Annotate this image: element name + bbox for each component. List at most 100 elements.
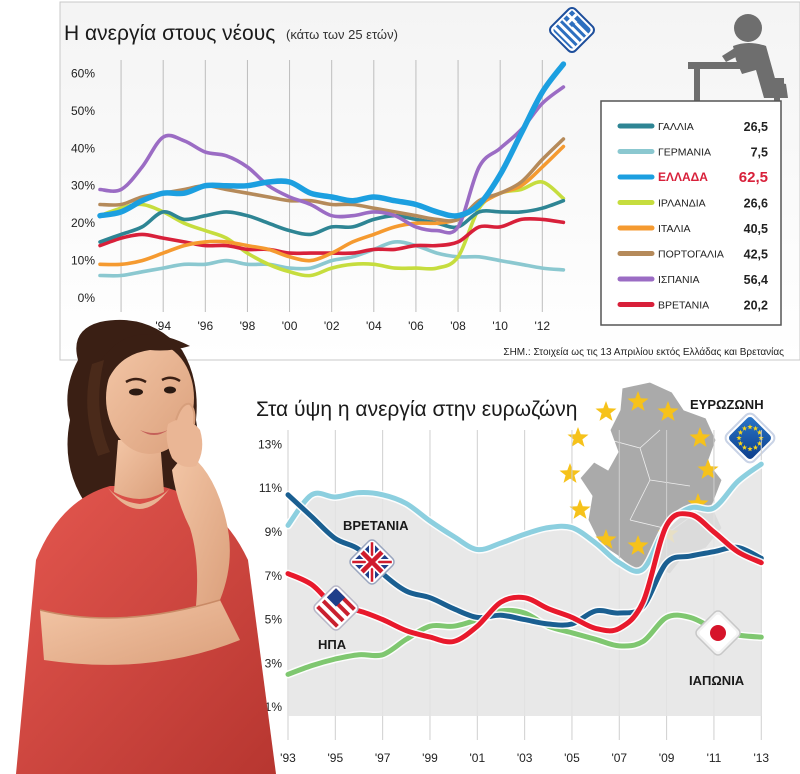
legend-label: ΠΟΡΤΟΓΑΛΙΑ <box>658 249 724 261</box>
footnote: ΣΗΜ.: Στοιχεία ως τις 13 Απριλίου εκτός … <box>503 346 784 358</box>
japan-flag-icon <box>695 610 741 656</box>
top-y-tick-label: 60% <box>71 66 95 80</box>
chart-subtitle: (κάτω των 25 ετών) <box>286 27 398 42</box>
legend-box <box>600 100 782 326</box>
bottom-series-line <box>285 607 764 677</box>
eu-flag-star-icon <box>741 425 748 431</box>
eu-star-icon <box>627 391 649 411</box>
legend-label: ΓΑΛΛΙΑ <box>658 121 694 133</box>
eu-star-icon <box>627 535 649 555</box>
bottom-x-tick-label: '93 <box>280 751 296 765</box>
legend-label: ΓΕΡΜΑΝΙΑ <box>658 147 711 159</box>
top-y-tick-label: 20% <box>71 216 95 230</box>
top-series-line <box>98 85 566 235</box>
eu-flag-star-icon <box>737 440 744 446</box>
bottom-y-tick-label: 11% <box>259 481 282 495</box>
top-y-axis: 0% 10% 20% 30% 40% 50% 60% <box>71 66 95 305</box>
bottom-y-tick-label: 1% <box>265 700 283 714</box>
legend-value: 62,5 <box>739 169 768 186</box>
legend-value: 20,2 <box>744 299 768 313</box>
top-x-tick-label: '10 <box>492 319 508 333</box>
legend-value: 7,5 <box>751 146 768 160</box>
bottom-x-tick-label: '13 <box>753 751 769 765</box>
eu-star-icon <box>569 499 591 519</box>
bottom-y-tick-label: 13% <box>258 437 282 451</box>
eu-star-icon <box>559 463 581 483</box>
top-x-tick-label: '94 <box>155 319 171 333</box>
eu-star-icon <box>697 459 719 479</box>
top-x-tick-label: '12 <box>534 319 550 333</box>
eu-flag-star-icon <box>752 444 759 450</box>
legend-value: 26,5 <box>744 120 768 134</box>
top-series-line <box>98 198 566 244</box>
eu-star-icon <box>657 401 679 421</box>
bottom-x-tick-label: '03 <box>517 751 533 765</box>
bottom-x-tick-label: '95 <box>328 751 344 765</box>
legend-value: 42,5 <box>744 248 768 262</box>
top-y-tick-label: 30% <box>71 179 95 193</box>
bottom-y-tick-label: 5% <box>265 613 283 627</box>
legend-label: ΙΡΛΑΝΔΙΑ <box>658 198 706 210</box>
bottom-y-tick-label: 3% <box>265 656 283 670</box>
eu-star-icon <box>687 493 709 513</box>
bottom-series-line <box>285 511 764 645</box>
eu-star-icon <box>595 401 617 421</box>
uk-flag-icon <box>349 539 395 585</box>
eu-star-icon <box>689 427 711 447</box>
top-x-tick-label: '96 <box>197 319 213 333</box>
bottom-x-tick-label: '97 <box>375 751 391 765</box>
bottom-x-tick-label: '09 <box>659 751 675 765</box>
top-x-tick-label: '98 <box>240 319 256 333</box>
top-grid <box>120 60 543 312</box>
bottom-x-axis: '93 '95 '97 '99 '01 '03 '05 '07 '09 '11 '13 <box>280 751 769 765</box>
eu-star-icon <box>595 529 617 549</box>
legend-label: ΙΣΠΑΝΙΑ <box>658 274 700 286</box>
eu-flag-star-icon <box>756 429 763 435</box>
eu-flag-star-icon <box>741 444 748 450</box>
eu-flag-star-icon <box>747 446 753 452</box>
top-y-tick-label: 0% <box>78 291 96 305</box>
eurozone-area-fill <box>288 464 762 716</box>
top-x-tick-label: '00 <box>282 319 298 333</box>
label-usa: ΗΠΑ <box>318 637 347 652</box>
chart-title: Η ανεργία στους νέους <box>64 22 275 45</box>
top-y-tick-label: 50% <box>71 104 95 118</box>
label-britain: ΒΡΕΤΑΝΙΑ <box>343 518 409 533</box>
thinking-woman-illustration <box>16 319 276 774</box>
label-japan: ΙΑΠΩΝΙΑ <box>689 673 745 688</box>
top-x-tick-label: '08 <box>450 319 466 333</box>
top-y-tick-label: 10% <box>71 254 95 268</box>
top-series-line <box>97 61 567 219</box>
top-y-tick-label: 40% <box>71 141 95 155</box>
bottom-y-axis: 1% 3% 5% 7% 9% 11% 13% <box>258 437 282 714</box>
top-panel: Η ανεργία στους νέους (κάτω των 25 ετών)… <box>59 1 800 361</box>
top-series-line <box>98 239 566 278</box>
eu-flag-star-icon <box>747 424 753 430</box>
bottom-panel: Στα ύψη η ανεργία στην ευρωζώνη 1% 3% 5% 7%… <box>256 381 776 765</box>
eu-flag-icon <box>724 412 776 464</box>
eu-star-icon <box>567 427 589 447</box>
bottom-x-tick-label: '07 <box>611 751 627 765</box>
bottom-x-tick-label: '11 <box>707 751 722 765</box>
top-x-tick-label: '06 <box>408 319 424 333</box>
eu-flag-star-icon <box>737 429 744 435</box>
eu-flag-star-icon <box>752 425 759 431</box>
us-flag-icon <box>313 585 359 631</box>
eurozone-chart-title: Στα ύψη η ανεργία στην ευρωζώνη <box>256 398 577 421</box>
bottom-x-tick-label: '99 <box>422 751 438 765</box>
legend-value: 56,4 <box>744 273 768 287</box>
legend: ΓΑΛΛΙΑ 26,5 ΓΕΡΜΑΝΙΑ 7,5 ΕΛΛΑΔΑ 62,5 ΙΡΛΑΝΔΙΑ 2… <box>600 100 782 326</box>
worried-person-icon <box>688 14 788 104</box>
legend-label: ΙΤΑΛΙΑ <box>658 223 691 235</box>
eu-flag-star-icon <box>736 435 742 441</box>
label-eurozone: ΕΥΡΩΖΩΝΗ <box>690 397 764 412</box>
bottom-y-tick-label: 7% <box>265 569 283 583</box>
legend-value: 26,6 <box>744 197 768 211</box>
legend-label: ΕΛΛΑΔΑ <box>658 170 708 184</box>
legend-value: 40,5 <box>744 222 768 236</box>
top-x-axis: '92'94'96'98'00'02'04'06'08'10'12 <box>113 319 550 333</box>
top-series-lines <box>97 61 567 278</box>
legend-label: ΒΡΕΤΑΝΙΑ <box>658 300 709 312</box>
bottom-x-tick-label: '05 <box>564 751 580 765</box>
